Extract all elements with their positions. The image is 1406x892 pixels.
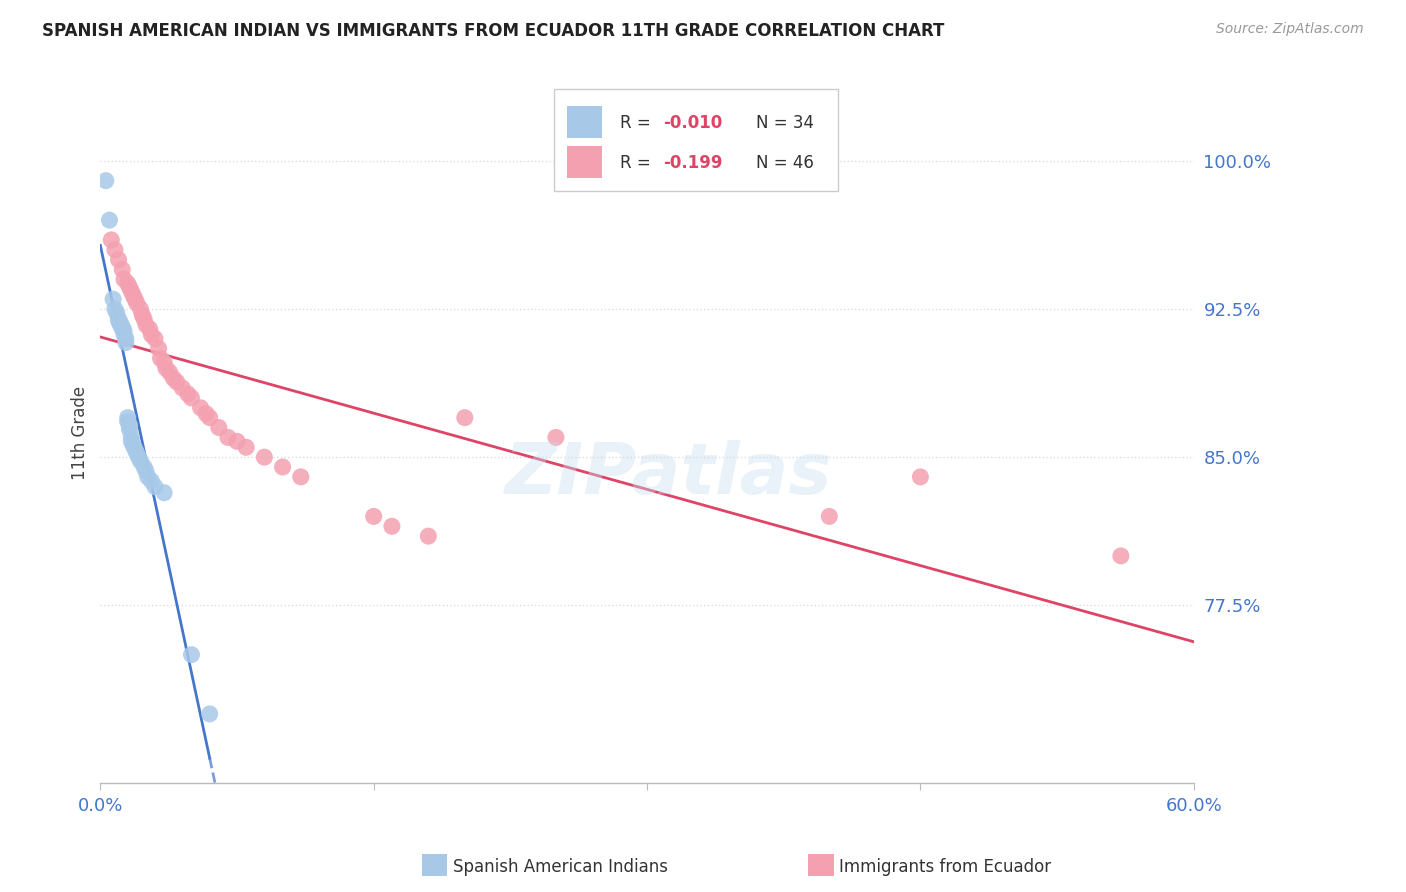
Text: 60.0%: 60.0% [1166,797,1222,814]
Point [117,277,139,291]
Point [122,438,145,452]
Point [159,365,181,379]
Point [107,252,129,267]
Point [111,262,134,277]
Text: 0.0%: 0.0% [77,797,124,814]
Point [148,342,170,356]
Point [98,213,121,227]
Point [190,401,212,415]
Point [136,470,159,484]
Point [418,529,440,543]
Point [149,351,172,366]
Point [180,391,202,405]
Point [910,470,932,484]
Point [135,318,157,332]
Point [104,243,127,257]
Point [235,440,257,454]
Text: R =: R = [620,113,655,131]
Text: N = 34: N = 34 [756,113,814,131]
Point [544,430,567,444]
Point [129,454,152,468]
Point [120,285,142,299]
Point [129,301,152,316]
Bar [567,146,602,178]
Point [124,292,146,306]
Point [217,430,239,444]
Point [166,375,188,389]
Point [177,387,200,401]
Text: -0.010: -0.010 [664,113,723,131]
Point [198,706,221,721]
Point [381,519,404,533]
Point [153,485,176,500]
Point [117,415,139,429]
Point [155,361,177,376]
Point [120,434,142,449]
Point [110,316,132,330]
Point [253,450,276,464]
Point [143,480,166,494]
Point [118,280,141,294]
Point [153,355,176,369]
Point [105,306,128,320]
Point [132,312,155,326]
Point [107,312,129,326]
Point [271,460,294,475]
Point [115,332,138,346]
Point [120,430,142,444]
Point [125,296,148,310]
Text: ZIPatlas: ZIPatlas [505,440,832,509]
Point [363,509,385,524]
Text: Spanish American Indians: Spanish American Indians [453,858,668,876]
Point [110,318,132,332]
Point [138,322,160,336]
Point [112,324,135,338]
Point [100,233,122,247]
Point [111,322,134,336]
Bar [567,106,602,138]
Point [141,474,163,488]
Point [115,335,138,350]
Text: N = 46: N = 46 [756,153,814,171]
Point [132,460,155,475]
Point [143,332,166,346]
Point [101,292,124,306]
Point [118,418,141,433]
FancyBboxPatch shape [554,89,838,191]
Text: Source: ZipAtlas.com: Source: ZipAtlas.com [1216,22,1364,37]
Point [111,319,134,334]
Point [104,301,127,316]
Text: -0.199: -0.199 [664,153,723,171]
Point [94,174,117,188]
Text: Immigrants from Ecuador: Immigrants from Ecuador [839,858,1052,876]
Point [226,434,249,449]
Point [135,464,157,478]
Text: R =: R = [620,153,661,171]
Point [172,381,194,395]
Point [208,420,231,434]
Point [180,648,202,662]
Point [125,446,148,460]
Point [162,371,184,385]
Point [128,450,150,464]
Point [117,410,139,425]
Point [454,410,477,425]
Point [141,327,163,342]
Point [107,314,129,328]
Point [290,470,312,484]
Point [118,422,141,436]
Point [122,288,145,302]
Point [1109,549,1132,563]
Point [131,308,153,322]
Point [818,509,841,524]
Point [198,410,221,425]
Point [112,272,135,286]
Y-axis label: 11th Grade: 11th Grade [72,385,89,480]
Text: SPANISH AMERICAN INDIAN VS IMMIGRANTS FROM ECUADOR 11TH GRADE CORRELATION CHART: SPANISH AMERICAN INDIAN VS IMMIGRANTS FR… [42,22,945,40]
Point [124,442,146,457]
Point [195,407,218,421]
Point [112,327,135,342]
